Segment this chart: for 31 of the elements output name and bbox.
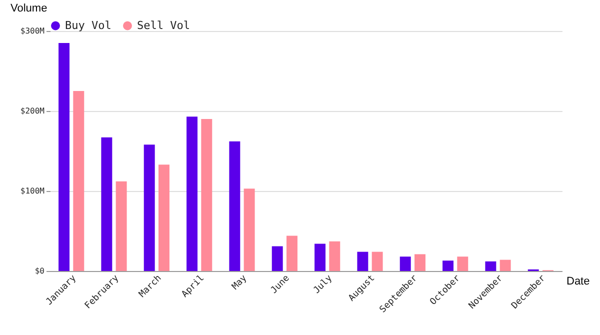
bar <box>116 181 127 271</box>
y-tick-label: $200M <box>20 106 45 116</box>
x-tick-label: May <box>230 273 250 292</box>
bar <box>244 188 255 271</box>
bar <box>73 91 84 271</box>
bar <box>201 119 212 271</box>
bar <box>414 254 426 271</box>
bar <box>58 43 70 271</box>
bar <box>101 137 112 271</box>
bar <box>500 260 511 271</box>
bar <box>229 141 240 271</box>
legend-label: Buy Vol <box>65 18 112 32</box>
bar <box>314 244 326 271</box>
bar <box>272 246 283 271</box>
bar <box>158 164 170 271</box>
y-axis-title: Volume <box>10 2 48 14</box>
x-axis-title: Date <box>566 276 590 288</box>
y-tick-label: $0 <box>34 266 45 276</box>
bar <box>485 261 496 271</box>
bar <box>357 252 368 271</box>
legend-label: Sell Vol <box>137 18 190 32</box>
bar <box>400 256 411 271</box>
bar <box>286 236 298 271</box>
bar <box>457 256 468 271</box>
y-tick-label: $100M <box>20 186 45 196</box>
bar <box>329 241 340 271</box>
bar <box>186 116 198 271</box>
y-tick-label: $300M <box>20 26 45 36</box>
bar <box>372 252 383 271</box>
bar <box>144 144 155 271</box>
bar <box>442 260 454 271</box>
